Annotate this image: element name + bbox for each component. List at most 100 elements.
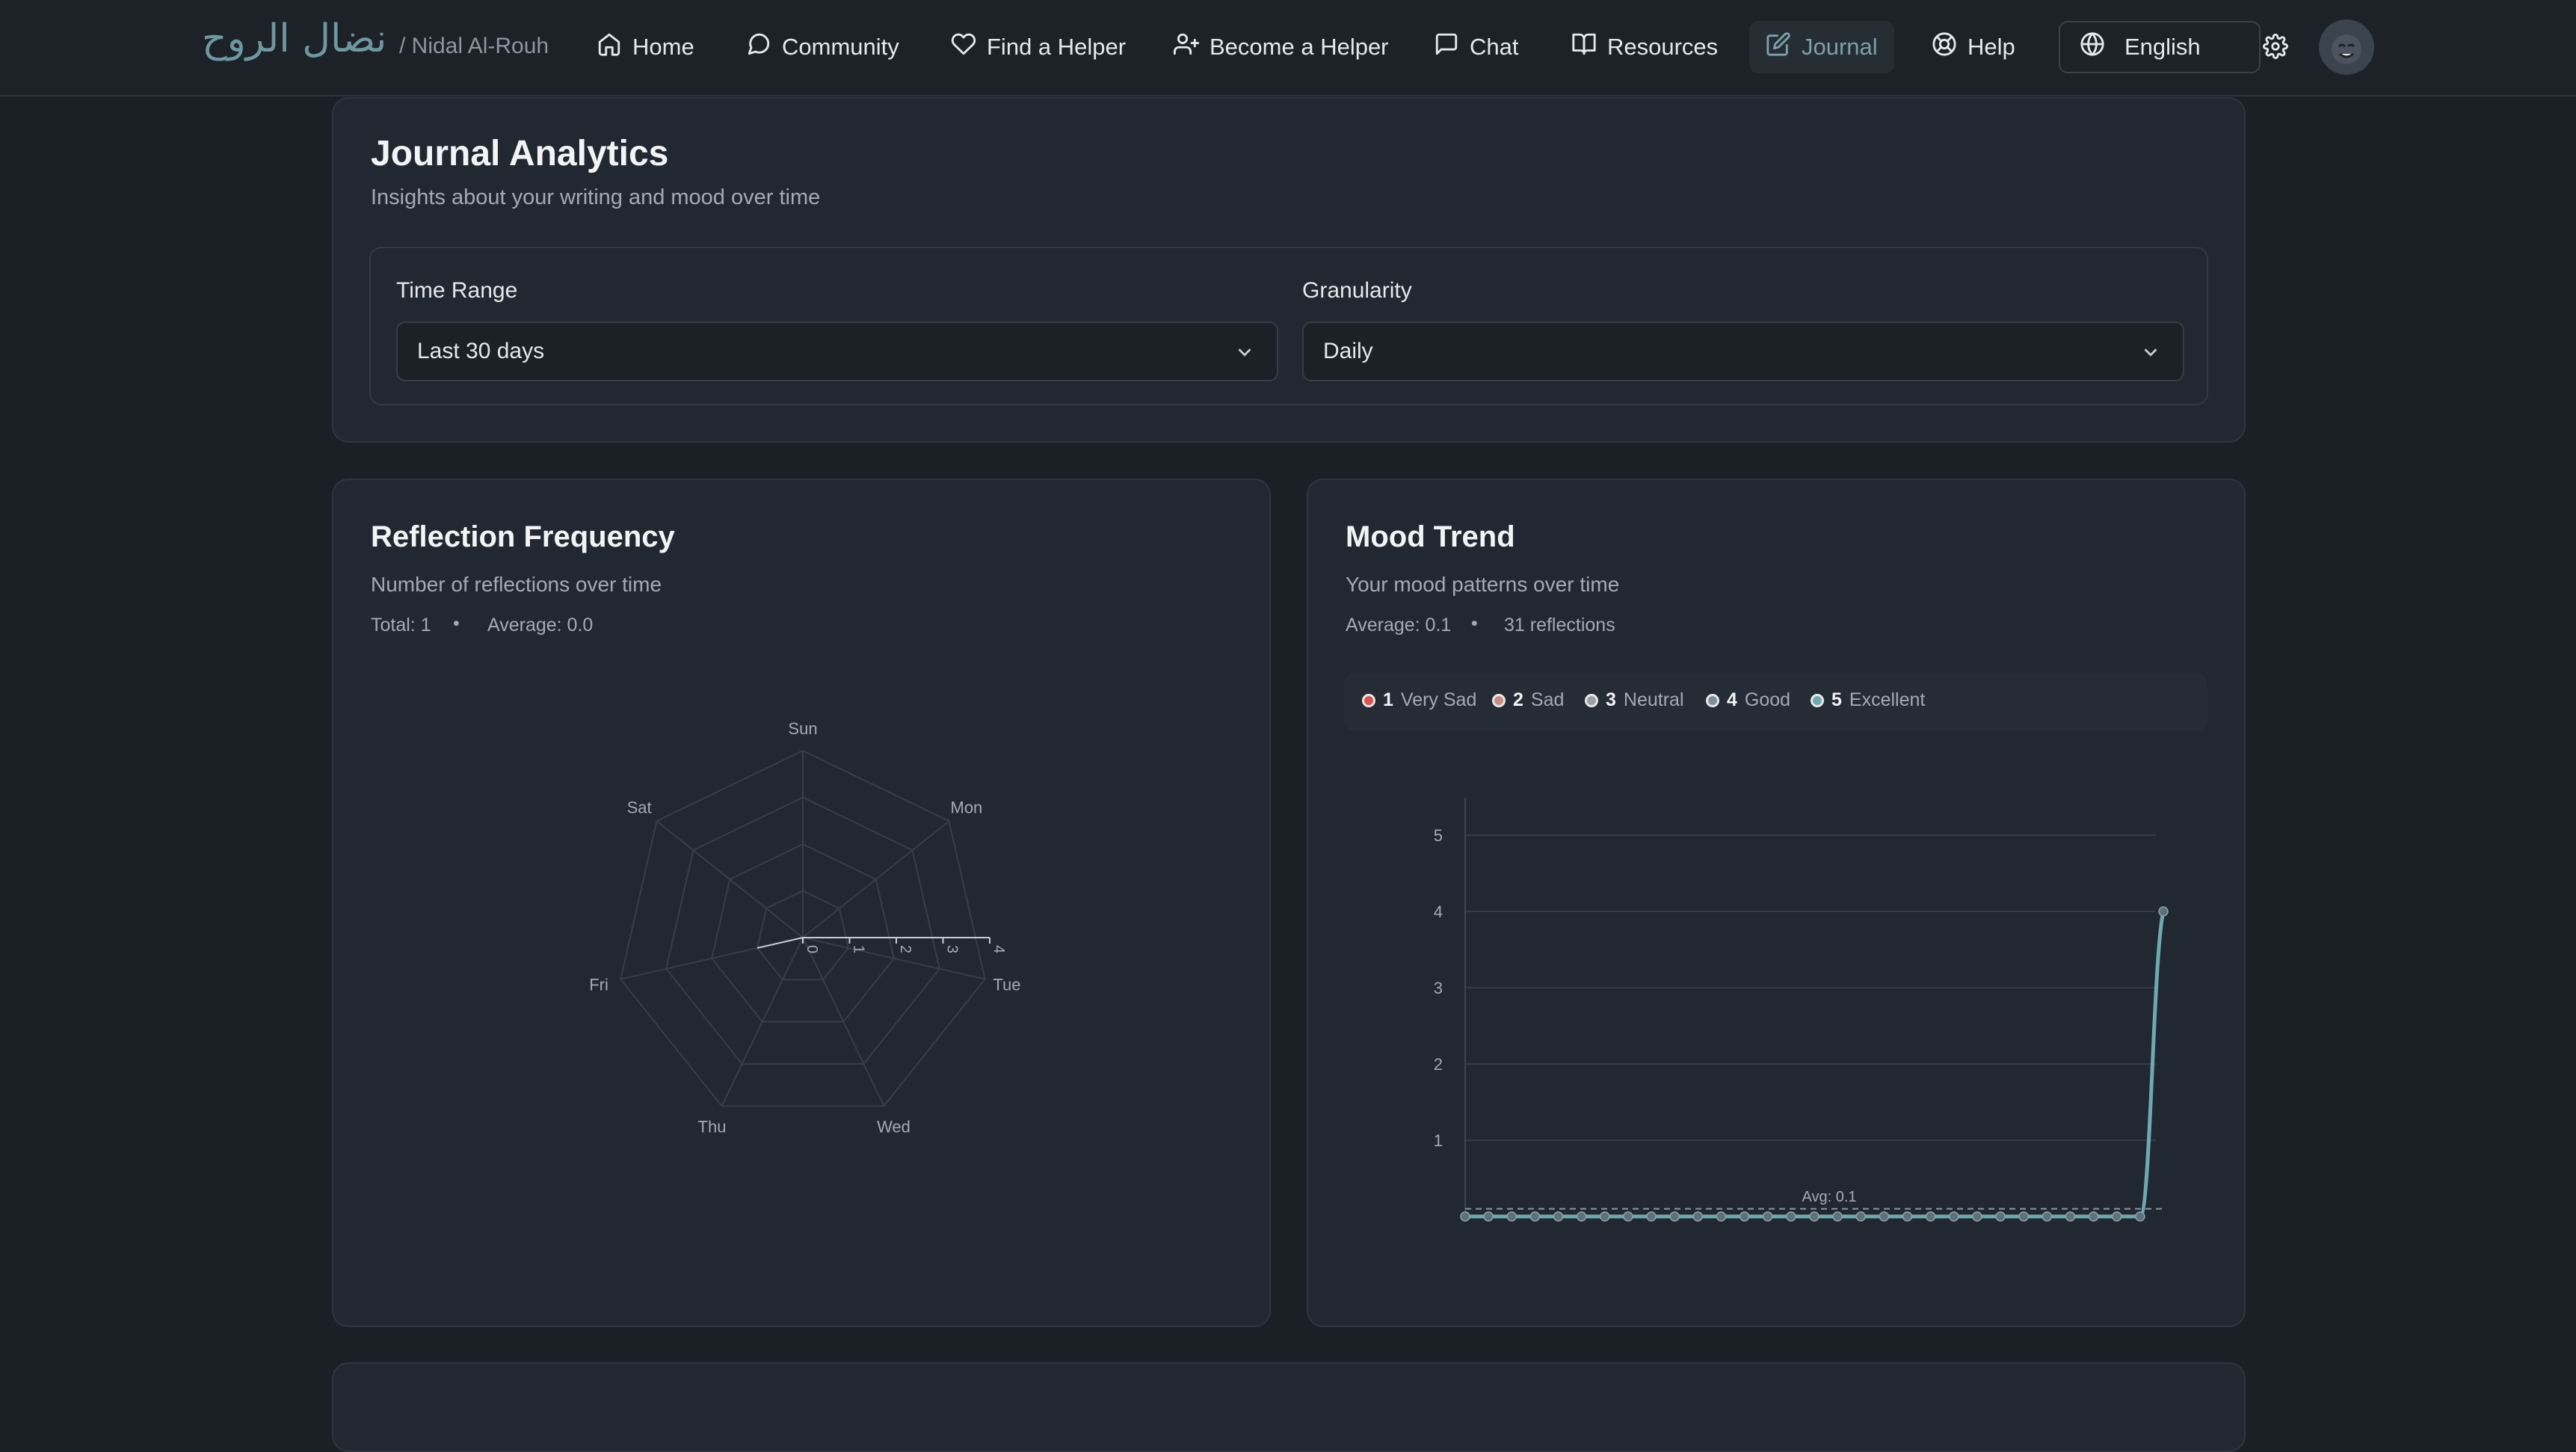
mood-data-point (1879, 1211, 1890, 1222)
radar-chart: Sun Mon Tue Wed Thu Fri Sat 0 1 2 3 4 (589, 719, 1020, 1136)
reflection-frequency-card: Reflection Frequency Number of reflectio… (332, 479, 1271, 1327)
app-logo[interactable]: نضال الروح (202, 16, 387, 61)
language-label: English (2124, 34, 2201, 60)
mood-data-point (1529, 1211, 1541, 1222)
nav-community[interactable]: Community (730, 21, 916, 73)
legend-item-very-sad: 1 Very Sad (1362, 689, 1476, 711)
radar-category-label: Wed (877, 1117, 910, 1136)
settings-button[interactable] (2258, 30, 2293, 66)
nav-become-helper[interactable]: Become a Helper (1157, 21, 1405, 73)
top-navbar: نضال الروح / Nidal Al-Rouh Home Communit… (0, 0, 2576, 96)
nav-chat[interactable]: Chat (1417, 21, 1535, 73)
frequency-average: Average: 0.0 (487, 615, 594, 636)
radar-tick-label: 2 (897, 945, 913, 953)
book-open-icon (1571, 31, 1597, 63)
radar-spoke (802, 937, 885, 1107)
mood-data-point (2065, 1211, 2076, 1222)
nav-journal[interactable]: Journal (1749, 21, 1894, 73)
message-square-icon (1434, 31, 1459, 63)
mood-data-point (1786, 1211, 1796, 1222)
user-plus-icon (1174, 31, 1199, 63)
radar-category-label: Sat (627, 798, 652, 816)
edit-icon (1766, 31, 1791, 63)
nav-label: Home (632, 34, 694, 60)
radar-spoke (802, 937, 985, 980)
mood-data-point (1669, 1211, 1680, 1222)
nav-label: Become a Helper (1210, 34, 1389, 60)
mood-data-point (2018, 1211, 2029, 1222)
mood-data-point (1739, 1211, 1750, 1222)
filters-panel: Time Range Last 30 days Granularity Dail… (369, 247, 2208, 405)
nav-label: Journal (1802, 34, 1878, 60)
radar-category-label: Fri (589, 975, 608, 994)
mood-data-point (2135, 1211, 2145, 1222)
radar-tick-label: 1 (851, 945, 867, 953)
chat-bubble-icon (746, 31, 771, 63)
y-tick-label: 1 (1434, 1131, 1443, 1150)
granularity-value: Daily (1323, 339, 1373, 363)
mood-data-point (1576, 1211, 1587, 1222)
radar-grid-ring (665, 796, 940, 1065)
nav-find-helper[interactable]: Find a Helper (934, 21, 1142, 73)
globe-icon (2080, 31, 2105, 63)
legend-dot (1585, 693, 1598, 707)
mood-data-point (2158, 906, 2169, 917)
mood-data-point (1600, 1211, 1610, 1222)
mood-data-point (1902, 1211, 1913, 1222)
radar-spoke (802, 820, 950, 938)
granularity-select[interactable]: Daily (1302, 322, 2184, 381)
y-tick-label: 3 (1434, 979, 1443, 997)
legend-item-neutral: 3 Neutral (1585, 689, 1684, 711)
mood-data-point (1855, 1211, 1867, 1222)
mood-data-point (1716, 1211, 1727, 1222)
time-range-value: Last 30 days (417, 339, 545, 363)
legend-item-sad: 2 Sad (1492, 689, 1564, 711)
radar-spoke (656, 820, 804, 938)
mood-data-point (1506, 1211, 1517, 1222)
y-tick-label: 5 (1434, 826, 1443, 845)
radar-grid-ring (756, 890, 850, 981)
gear-icon (2263, 33, 2288, 63)
y-tick-label: 2 (1434, 1055, 1443, 1074)
mood-data-point (1832, 1211, 1843, 1222)
mood-data-point (1809, 1211, 1819, 1222)
nav-label: Chat (1470, 34, 1519, 60)
separator-dot: • (453, 613, 460, 634)
average-label: Avg: 0.1 (1802, 1189, 1856, 1205)
mood-data-point (2088, 1211, 2099, 1222)
legend-item-excellent: 5 Excellent (1811, 689, 1925, 711)
time-range-select[interactable]: Last 30 days (396, 322, 1278, 381)
nav-help[interactable]: Help (1915, 21, 2032, 73)
mood-data-point (2111, 1211, 2122, 1222)
user-avatar[interactable] (2319, 19, 2374, 75)
username-breadcrumb: / Nidal Al-Rouh (399, 34, 549, 58)
separator-dot: • (1471, 613, 1478, 634)
mood-data-point (1553, 1211, 1564, 1222)
y-tick-label: 4 (1434, 902, 1443, 921)
chevron-down-icon (1233, 341, 1256, 363)
legend-dot (1706, 693, 1719, 707)
mood-title: Mood Trend (1346, 520, 1515, 553)
page-subtitle: Insights about your writing and mood ove… (371, 185, 821, 209)
radar-category-label: Sun (788, 719, 817, 738)
nav-label: Community (782, 34, 899, 60)
frequency-subtitle: Number of reflections over time (371, 573, 662, 596)
reflection-count: 31 reflections (1504, 615, 1615, 636)
radar-category-label: Mon (951, 798, 983, 816)
granularity-label: Granularity (1302, 278, 1412, 303)
radar-data-shape (757, 937, 804, 949)
legend-dot (1492, 693, 1506, 707)
nav-home[interactable]: Home (580, 21, 711, 73)
nav-label: Help (1968, 34, 2015, 60)
frequency-title: Reflection Frequency (371, 520, 675, 553)
mood-data-point (1646, 1211, 1657, 1222)
mood-data-point (1762, 1211, 1773, 1222)
mood-trend-card: Mood Trend Your mood patterns over time … (1307, 479, 2246, 1327)
home-icon (597, 31, 622, 63)
nav-label: Resources (1607, 34, 1719, 60)
language-selector[interactable]: English (2059, 21, 2261, 73)
nav-resources[interactable]: Resources (1555, 21, 1734, 73)
next-section-card (332, 1362, 2246, 1452)
radar-grid-ring (620, 749, 986, 1107)
legend-item-good: 4 Good (1706, 689, 1790, 711)
